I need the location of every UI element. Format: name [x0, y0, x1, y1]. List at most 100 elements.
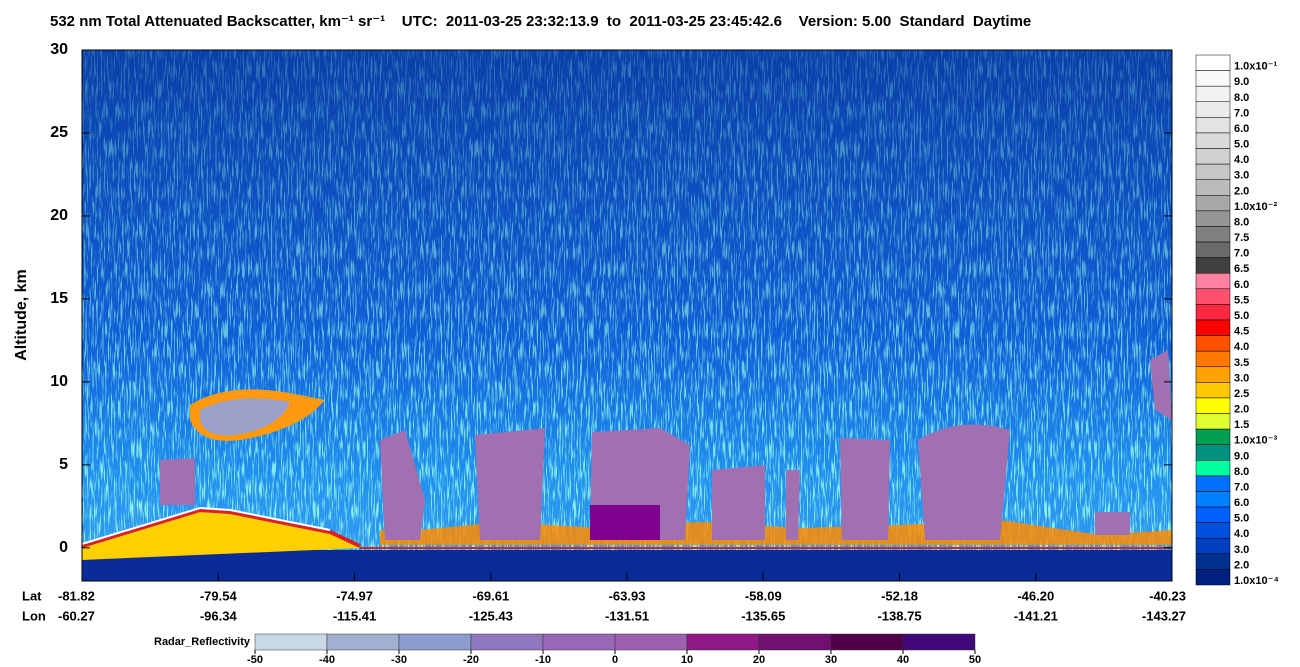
colorbar-swatch — [1195, 382, 1231, 399]
radar-swatch — [830, 633, 904, 651]
y-tick-label: 20 — [50, 207, 68, 224]
radar-swatch — [902, 633, 976, 651]
chart-title: 532 nm Total Attenuated Backscatter, km⁻… — [50, 13, 1031, 30]
colorbar-swatch — [1195, 241, 1231, 258]
colorbar-label: 2.0 — [1234, 185, 1249, 197]
colorbar-swatch — [1195, 70, 1231, 87]
lon-tick-label: -115.41 — [333, 608, 376, 623]
colorbar-label: 8.0 — [1234, 466, 1249, 478]
colorbar-swatch — [1195, 506, 1231, 523]
radar-tick-label: -40 — [319, 654, 335, 666]
colorbar-label: 9.0 — [1234, 450, 1249, 462]
radar-swatch — [326, 633, 400, 651]
surface-slope — [82, 512, 360, 560]
y-tick-label: 30 — [50, 41, 68, 58]
colorbar-label: 3.0 — [1234, 544, 1249, 556]
colorbar-swatch — [1195, 101, 1231, 118]
radar-swatch — [470, 633, 544, 651]
radar-tick-label: 50 — [969, 654, 981, 666]
radar-swatch — [614, 633, 688, 651]
colorbar-label: 9.0 — [1234, 76, 1249, 88]
colorbar-swatch — [1195, 288, 1231, 305]
colorbar-label: 7.0 — [1234, 248, 1249, 260]
cloud-group — [160, 350, 1172, 540]
colorbar-swatch — [1195, 475, 1231, 492]
colorbar-swatch — [1195, 491, 1231, 508]
radar-swatch — [686, 633, 760, 651]
lon-tick-label: -135.65 — [741, 608, 785, 623]
lat-tick-label: -81.82 — [58, 588, 95, 603]
colorbar-label: 7.5 — [1234, 232, 1249, 244]
lon-tick-label: -125.43 — [469, 608, 513, 623]
lat-tick-label: -63.93 — [609, 588, 646, 603]
colorbar-swatch — [1195, 335, 1231, 352]
colorbar-swatch — [1195, 319, 1231, 336]
lat-tick-label: -69.61 — [472, 588, 509, 603]
y-tick-label: 5 — [59, 456, 68, 473]
colorbar-label: 8.0 — [1234, 216, 1249, 228]
colorbar-swatch — [1195, 553, 1231, 570]
radar-tick-label: -20 — [463, 654, 479, 666]
radar-label: Radar_Reflectivity — [154, 636, 251, 648]
colorbar-label: 8.0 — [1234, 92, 1249, 104]
colorbar-label: 6.0 — [1234, 123, 1249, 135]
lon-tick-label: -96.34 — [200, 608, 238, 623]
colorbar-swatch — [1195, 428, 1231, 445]
radar-tick-label: 20 — [753, 654, 765, 666]
radar-swatch — [398, 633, 472, 651]
surface-line — [81, 507, 361, 548]
colorbar-swatch — [1195, 54, 1231, 71]
colorbar-label: 1.5 — [1234, 419, 1249, 431]
colorbar-swatch — [1195, 272, 1231, 290]
radar-tick-label: -10 — [535, 654, 551, 666]
radar-tick-label: 10 — [681, 654, 693, 666]
colorbar-label: 4.0 — [1234, 341, 1249, 353]
cloud-core — [590, 505, 660, 540]
radar-tick-label: -50 — [247, 654, 263, 666]
colorbar-label: 2.0 — [1234, 404, 1249, 416]
colorbar-swatch — [1195, 522, 1231, 539]
colorbar-swatch — [1195, 195, 1231, 212]
colorbar-swatch — [1195, 132, 1231, 149]
lat-tick-label: -74.97 — [336, 588, 373, 603]
colorbar-label: 1.0x10⁻³ — [1234, 435, 1277, 447]
colorbar-swatch — [1195, 226, 1231, 243]
colorbar-label: 3.0 — [1234, 372, 1249, 384]
colorbar-label: 7.0 — [1234, 107, 1249, 119]
colorbar-swatch — [1195, 163, 1231, 180]
radar-tick-label: -30 — [391, 654, 407, 666]
colorbar-label: 4.5 — [1234, 326, 1249, 338]
colorbar-swatch — [1195, 460, 1231, 477]
colorbar-swatch — [1195, 366, 1231, 383]
colorbar-swatch — [1195, 85, 1231, 103]
colorbar-label: 1.0x10⁻¹ — [1234, 61, 1277, 73]
colorbar-label: 6.0 — [1234, 497, 1249, 509]
colorbar-label: 1.0x10⁻⁴ — [1234, 575, 1279, 587]
plot-image — [81, 50, 1172, 581]
colorbar-swatch — [1195, 304, 1231, 321]
lat-tick-label: -58.09 — [745, 588, 782, 603]
lon-label: Lon — [22, 608, 46, 623]
y-tick-label: 25 — [50, 124, 68, 141]
colorbar-label: 3.5 — [1234, 357, 1249, 369]
colorbar-swatch — [1195, 444, 1231, 461]
lat-tick-label: -40.23 — [1149, 588, 1186, 603]
lon-tick-label: -141.21 — [1014, 608, 1058, 623]
colorbar-label: 6.5 — [1234, 263, 1249, 275]
radar-tick-label: 30 — [825, 654, 837, 666]
colorbar-swatch — [1195, 257, 1231, 274]
colorbar-label: 1.0x10⁻² — [1234, 201, 1277, 213]
radar-swatch — [542, 633, 616, 651]
colorbar-label: 5.0 — [1234, 310, 1249, 322]
colorbar-label: 2.5 — [1234, 388, 1249, 400]
colorbar-label: 6.0 — [1234, 279, 1249, 291]
colorbar-label: 3.0 — [1234, 170, 1249, 182]
colorbar-swatch — [1195, 537, 1231, 555]
colorbar-swatch — [1195, 117, 1231, 134]
lat-label: Lat — [22, 588, 42, 603]
colorbar-swatch — [1195, 350, 1231, 368]
cloud — [200, 398, 290, 436]
colorbar-swatch — [1195, 569, 1231, 586]
